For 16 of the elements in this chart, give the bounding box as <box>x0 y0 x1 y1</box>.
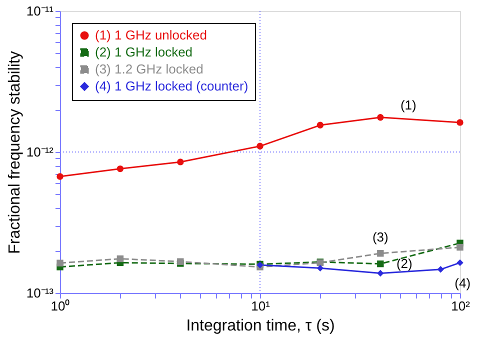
y-tick-label: 10⁻¹³ <box>26 286 54 300</box>
annotation: (3) <box>372 229 388 244</box>
annotation: (2) <box>396 256 412 271</box>
x-tick-label: 10² <box>451 298 471 314</box>
y-tick-label: 10⁻¹¹ <box>26 4 54 18</box>
annotation: (4) <box>454 275 471 290</box>
annotation: (1) <box>400 97 416 112</box>
legend-label: (3) 1.2 GHz locked <box>95 62 204 76</box>
legend-label: (4) 1 GHz locked (counter) <box>95 78 248 94</box>
legend-label: (1) 1 GHz unlocked <box>95 28 207 42</box>
x-tick-label: 10¹ <box>251 298 271 314</box>
y-axis-title: Fractional frequency stability <box>6 51 24 254</box>
y-tick-label: 10⁻¹² <box>26 144 54 160</box>
x-axis-title: Integration time, τ (s) <box>186 318 335 334</box>
legend-label: (2) 1 GHz locked <box>95 44 193 60</box>
x-tick-label: 10⁰ <box>50 298 70 314</box>
